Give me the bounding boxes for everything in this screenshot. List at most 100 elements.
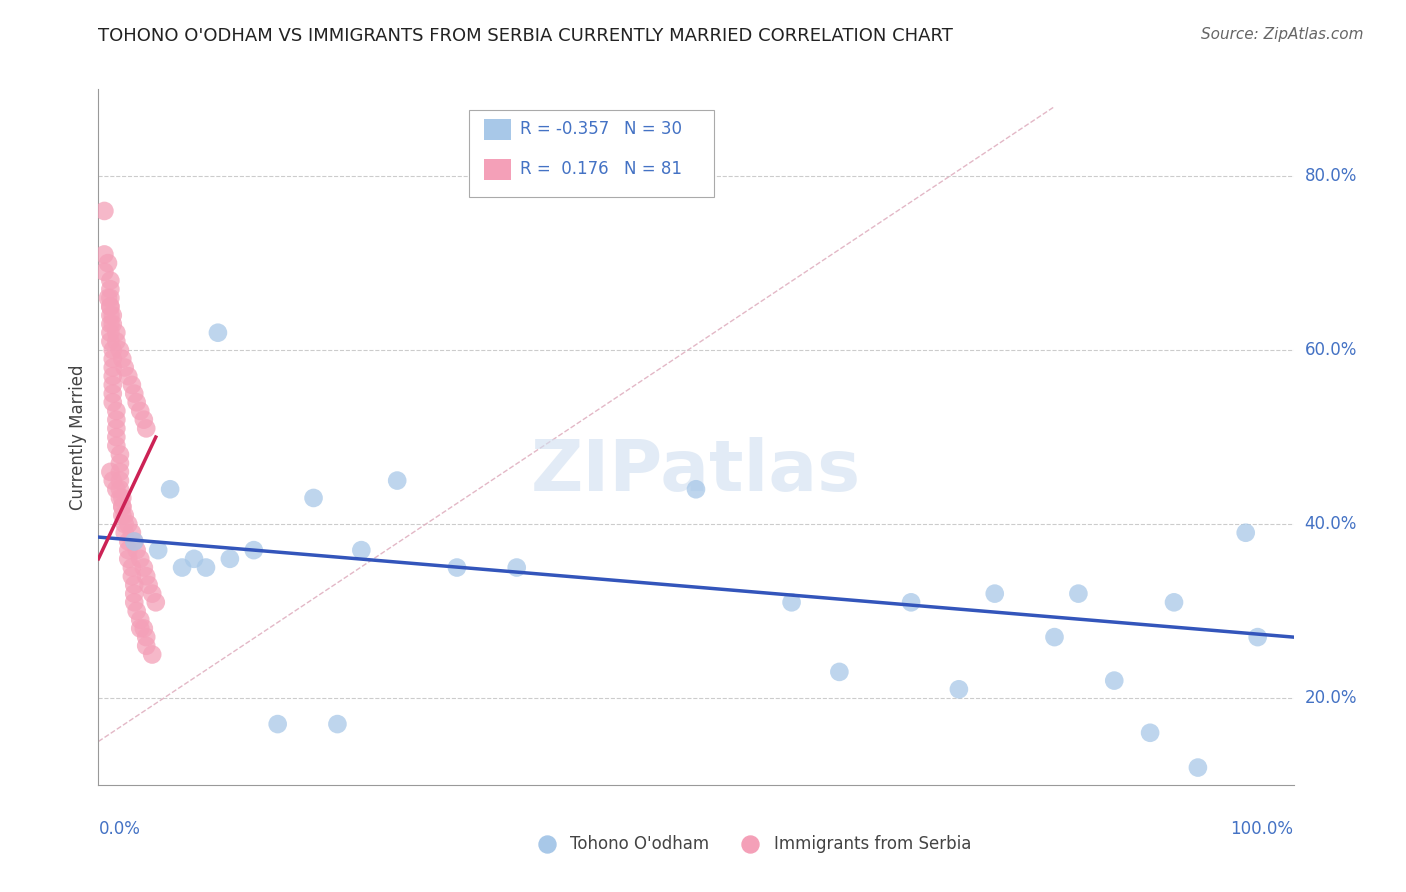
Point bbox=[101, 351, 124, 366]
Point bbox=[124, 595, 146, 609]
Point bbox=[124, 587, 146, 601]
Point bbox=[685, 482, 707, 496]
Point bbox=[780, 595, 803, 609]
Text: Source: ZipAtlas.com: Source: ZipAtlas.com bbox=[1201, 27, 1364, 42]
Y-axis label: Currently Married: Currently Married bbox=[69, 364, 87, 510]
Point bbox=[121, 377, 143, 392]
Text: 100.0%: 100.0% bbox=[1230, 820, 1294, 838]
Point bbox=[121, 569, 143, 583]
Text: R = -0.357: R = -0.357 bbox=[520, 120, 610, 138]
Point bbox=[129, 613, 152, 627]
Point bbox=[98, 291, 122, 305]
Point bbox=[1104, 673, 1126, 688]
Point bbox=[117, 543, 139, 558]
Point bbox=[267, 717, 290, 731]
Point bbox=[125, 543, 148, 558]
Point bbox=[105, 421, 128, 435]
Point bbox=[101, 343, 124, 358]
Point bbox=[129, 404, 152, 418]
Point bbox=[117, 516, 139, 531]
Text: R =  0.176: R = 0.176 bbox=[520, 161, 609, 178]
Point bbox=[172, 560, 194, 574]
Point bbox=[98, 282, 122, 296]
Point bbox=[135, 569, 157, 583]
Point bbox=[900, 595, 922, 609]
Point bbox=[114, 508, 136, 523]
Point bbox=[98, 465, 122, 479]
Point bbox=[1163, 595, 1185, 609]
Point bbox=[108, 447, 131, 462]
Point bbox=[141, 587, 163, 601]
Point bbox=[111, 491, 134, 505]
Point bbox=[105, 404, 128, 418]
Point bbox=[446, 560, 468, 574]
Point bbox=[828, 665, 851, 679]
Point bbox=[111, 500, 134, 514]
Point bbox=[98, 309, 122, 323]
Point bbox=[97, 256, 120, 270]
Text: N = 30: N = 30 bbox=[624, 120, 682, 138]
Text: 80.0%: 80.0% bbox=[1305, 167, 1357, 186]
Point bbox=[108, 474, 131, 488]
Point bbox=[105, 334, 128, 349]
Point bbox=[124, 534, 146, 549]
Point bbox=[506, 560, 529, 574]
Point bbox=[101, 360, 124, 375]
Point bbox=[135, 630, 157, 644]
Point bbox=[207, 326, 229, 340]
Point bbox=[135, 639, 157, 653]
Point bbox=[138, 578, 160, 592]
Point bbox=[98, 273, 122, 287]
Point bbox=[124, 534, 146, 549]
Point bbox=[111, 500, 134, 514]
Text: 40.0%: 40.0% bbox=[1305, 515, 1357, 533]
Text: ZIPatlas: ZIPatlas bbox=[531, 437, 860, 507]
Text: 60.0%: 60.0% bbox=[1305, 341, 1357, 359]
Text: 0.0%: 0.0% bbox=[98, 820, 141, 838]
Point bbox=[350, 543, 373, 558]
Point bbox=[1139, 726, 1161, 740]
Point bbox=[385, 474, 409, 488]
Point bbox=[132, 412, 155, 426]
Bar bbox=[485, 159, 510, 179]
Point bbox=[219, 551, 242, 566]
Point bbox=[101, 377, 124, 392]
Point bbox=[132, 621, 155, 635]
Point bbox=[98, 300, 122, 314]
Point bbox=[108, 482, 131, 496]
Point bbox=[93, 265, 115, 279]
Point bbox=[105, 430, 128, 444]
Point bbox=[129, 551, 152, 566]
Point bbox=[101, 386, 124, 401]
Point bbox=[124, 578, 146, 592]
Point bbox=[98, 334, 122, 349]
Text: N = 81: N = 81 bbox=[624, 161, 682, 178]
Point bbox=[105, 482, 128, 496]
Point bbox=[114, 525, 136, 540]
Point bbox=[111, 508, 134, 523]
Point bbox=[1067, 587, 1090, 601]
Point bbox=[243, 543, 266, 558]
FancyBboxPatch shape bbox=[470, 110, 714, 197]
Point bbox=[141, 648, 163, 662]
Point bbox=[129, 621, 152, 635]
Point bbox=[121, 525, 143, 540]
Point bbox=[121, 560, 143, 574]
Point bbox=[1043, 630, 1066, 644]
Point bbox=[105, 326, 128, 340]
Point bbox=[97, 291, 120, 305]
Point bbox=[183, 551, 205, 566]
Point bbox=[114, 360, 136, 375]
Point bbox=[159, 482, 181, 496]
Bar bbox=[485, 120, 510, 140]
Point bbox=[98, 326, 122, 340]
Text: Immigrants from Serbia: Immigrants from Serbia bbox=[773, 835, 972, 853]
Point bbox=[1247, 630, 1270, 644]
Point bbox=[1234, 525, 1257, 540]
Point bbox=[125, 604, 148, 618]
Point bbox=[105, 412, 128, 426]
Point bbox=[101, 474, 124, 488]
Text: 20.0%: 20.0% bbox=[1305, 689, 1357, 707]
Point bbox=[98, 317, 122, 331]
Point bbox=[114, 516, 136, 531]
